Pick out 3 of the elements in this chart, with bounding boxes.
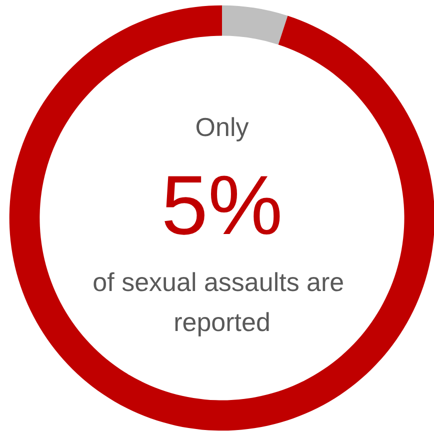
- text: 5%: [161, 158, 283, 252]
- text: of sexual assaults are reported: [92, 267, 352, 337]
- text: Only: [195, 112, 249, 142]
